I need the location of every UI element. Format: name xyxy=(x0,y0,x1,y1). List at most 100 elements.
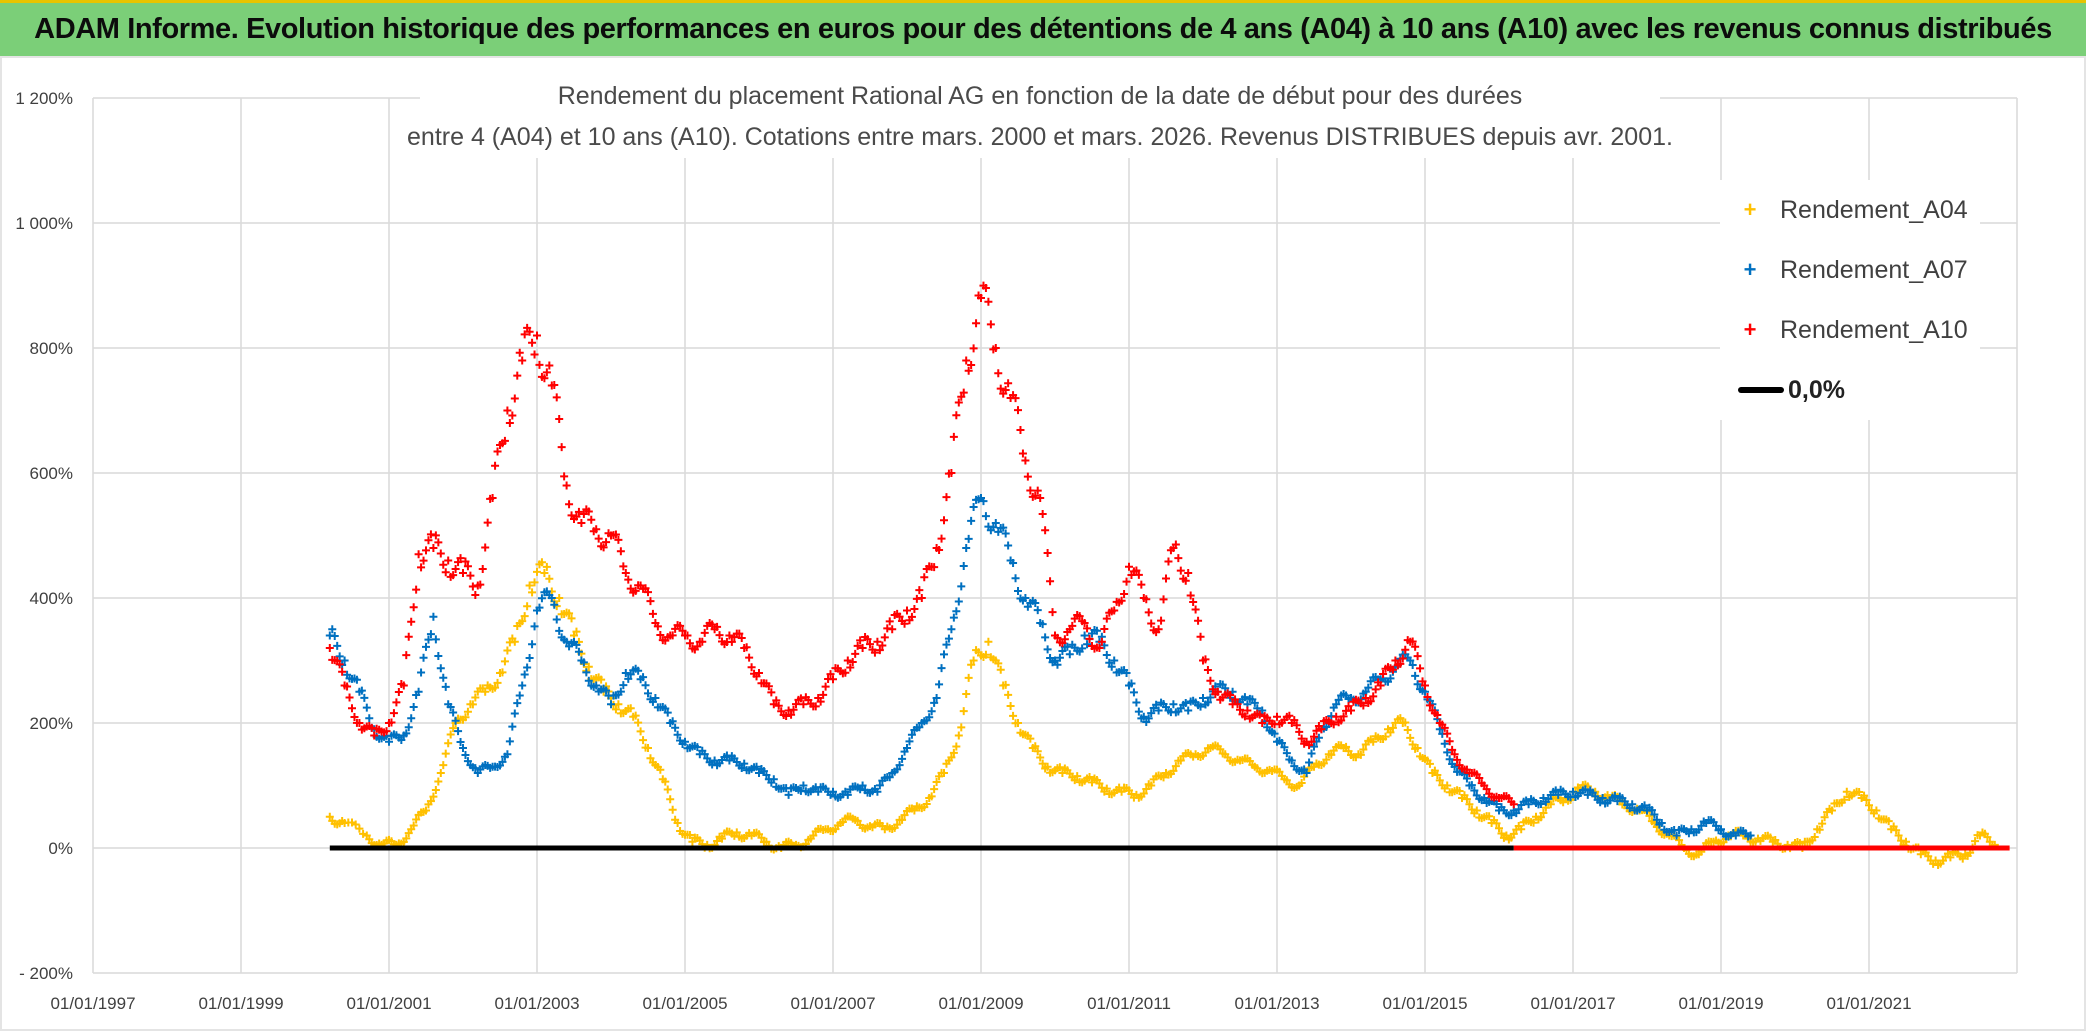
point-rendement-a10 xyxy=(1120,590,1129,599)
point-rendement-a07 xyxy=(419,653,428,662)
point-rendement-a04 xyxy=(757,833,766,842)
point-rendement-a07 xyxy=(671,723,680,732)
point-rendement-a07 xyxy=(1132,698,1141,707)
point-rendement-a07 xyxy=(459,744,467,752)
point-rendement-a10 xyxy=(774,701,783,710)
point-rendement-a04 xyxy=(446,730,455,739)
point-rendement-a10 xyxy=(930,563,939,572)
point-rendement-a10 xyxy=(434,538,443,547)
point-rendement-a10 xyxy=(735,629,744,638)
point-rendement-a10 xyxy=(584,507,593,516)
point-rendement-a07 xyxy=(661,704,670,713)
point-rendement-a10 xyxy=(542,368,551,377)
point-rendement-a10 xyxy=(789,705,798,714)
point-rendement-a04 xyxy=(461,713,470,722)
point-rendement-a07 xyxy=(1443,748,1452,757)
point-rendement-a07 xyxy=(944,634,953,643)
point-rendement-a10 xyxy=(621,569,630,577)
point-rendement-a07 xyxy=(1021,594,1030,602)
y-tick-label: 1 200% xyxy=(15,89,73,108)
point-rendement-a10 xyxy=(370,731,379,740)
point-rendement-a07 xyxy=(404,723,413,732)
point-rendement-a07 xyxy=(700,750,709,759)
point-rendement-a07 xyxy=(1657,819,1666,827)
point-rendement-a10 xyxy=(996,384,1005,393)
point-rendement-a10 xyxy=(503,406,512,415)
point-rendement-a04 xyxy=(853,816,862,825)
point-rendement-a04 xyxy=(409,821,418,830)
point-rendement-a04 xyxy=(412,815,421,824)
point-rendement-a10 xyxy=(614,535,623,544)
point-rendement-a10 xyxy=(1307,737,1316,746)
point-rendement-a04 xyxy=(351,820,360,829)
point-rendement-a04 xyxy=(1403,726,1412,735)
point-rendement-a04 xyxy=(1036,753,1045,762)
point-rendement-a10 xyxy=(725,631,734,640)
point-rendement-a10 xyxy=(338,667,347,676)
point-rendement-a04 xyxy=(1443,781,1452,790)
point-rendement-a04 xyxy=(1815,825,1824,834)
point-rendement-a10 xyxy=(1396,659,1405,668)
point-rendement-a10 xyxy=(508,411,517,420)
legend-item-a04: + Rendement_A04 xyxy=(1720,190,1980,230)
point-rendement-a04 xyxy=(1171,762,1180,771)
point-rendement-a07 xyxy=(967,516,976,525)
point-rendement-a10 xyxy=(1102,614,1111,623)
point-rendement-a10 xyxy=(742,643,751,652)
point-rendement-a04 xyxy=(1559,798,1568,807)
point-rendement-a10 xyxy=(1416,664,1425,673)
point-rendement-a10 xyxy=(631,586,640,595)
point-rendement-a07 xyxy=(1445,755,1454,764)
point-rendement-a04 xyxy=(572,627,581,636)
point-rendement-a07 xyxy=(1058,647,1067,656)
point-rendement-a07 xyxy=(1514,805,1523,814)
point-rendement-a04 xyxy=(1946,853,1955,862)
point-rendement-a04 xyxy=(1201,748,1210,757)
point-rendement-a10 xyxy=(417,563,426,572)
plus-marker-icon: + xyxy=(1743,317,1757,342)
point-rendement-a10 xyxy=(1453,755,1462,764)
point-rendement-a07 xyxy=(1746,831,1755,840)
point-rendement-a07 xyxy=(932,694,941,702)
point-rendement-a04 xyxy=(1517,825,1526,834)
point-rendement-a10 xyxy=(1292,721,1301,730)
point-rendement-a04 xyxy=(1413,744,1422,752)
point-rendement-a04 xyxy=(426,797,435,806)
legend-label: Rendement_A07 xyxy=(1780,255,1968,284)
point-rendement-a04 xyxy=(673,819,682,827)
point-rendement-a10 xyxy=(513,371,522,380)
point-rendement-a07 xyxy=(510,709,519,718)
point-rendement-a04 xyxy=(1539,809,1548,818)
point-rendement-a10 xyxy=(1347,706,1355,715)
point-rendement-a10 xyxy=(1201,655,1210,664)
point-rendement-a07 xyxy=(875,781,884,790)
point-rendement-a10 xyxy=(463,562,472,571)
point-rendement-a07 xyxy=(903,744,911,752)
point-rendement-a07 xyxy=(1282,749,1291,758)
point-rendement-a10 xyxy=(1080,619,1089,627)
point-rendement-a07 xyxy=(1154,706,1163,715)
point-rendement-a10 xyxy=(404,632,413,641)
point-rendement-a10 xyxy=(355,719,364,727)
x-tick-label: 01/01/2021 xyxy=(1826,994,1911,1013)
point-rendement-a07 xyxy=(1206,693,1215,702)
point-rendement-a04 xyxy=(957,723,966,732)
point-rendement-a04 xyxy=(910,806,919,815)
point-rendement-a07 xyxy=(957,582,966,591)
point-rendement-a07 xyxy=(1462,774,1471,783)
point-rendement-a10 xyxy=(935,546,944,555)
point-rendement-a10 xyxy=(1366,697,1375,706)
point-rendement-a04 xyxy=(718,834,726,843)
point-rendement-a04 xyxy=(922,800,931,809)
point-rendement-a10 xyxy=(747,663,756,672)
point-rendement-a07 xyxy=(925,713,934,722)
point-rendement-a10 xyxy=(419,556,428,565)
point-rendement-a10 xyxy=(1095,644,1104,652)
legend-label: Rendement_A10 xyxy=(1780,315,1968,344)
point-rendement-a10 xyxy=(920,573,929,582)
point-rendement-a07 xyxy=(360,693,369,702)
point-rendement-a04 xyxy=(1810,832,1819,841)
point-rendement-a10 xyxy=(700,628,709,637)
point-rendement-a10 xyxy=(1233,700,1242,709)
point-rendement-a07 xyxy=(829,787,837,796)
